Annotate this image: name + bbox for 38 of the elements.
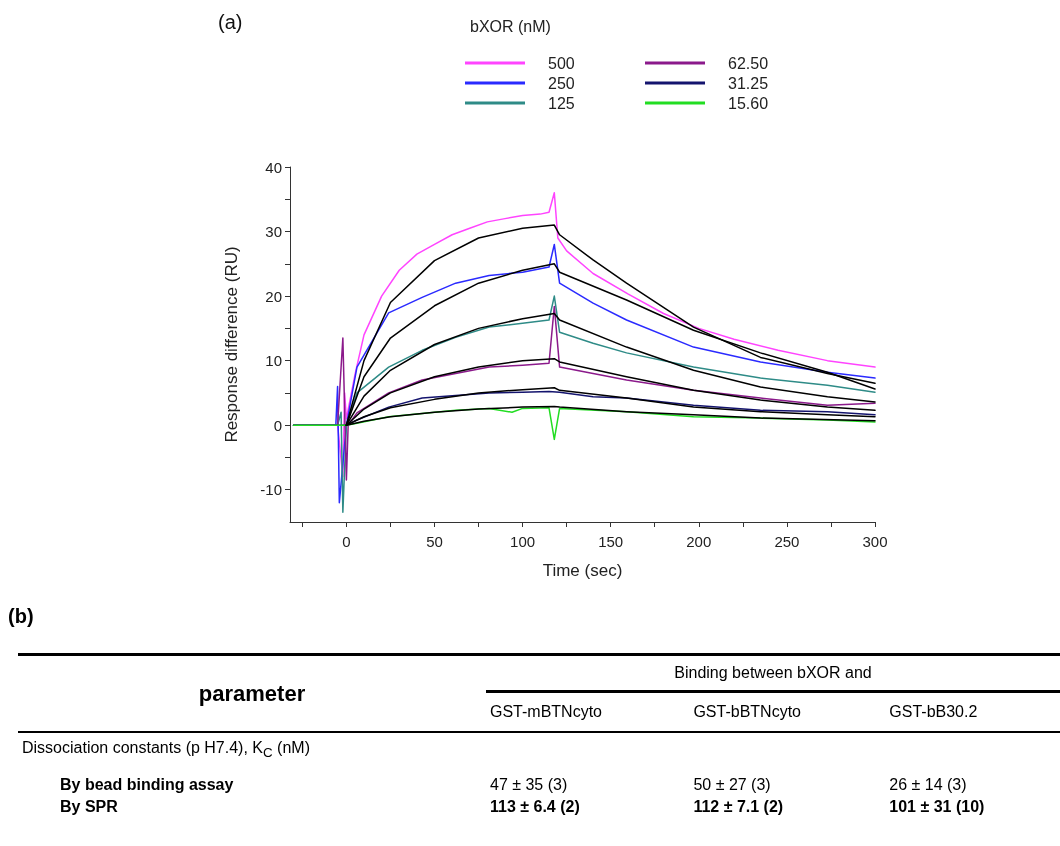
y-tick-label: 40 xyxy=(265,158,282,176)
x-tick-label: 250 xyxy=(774,533,800,550)
legend-label: 125 xyxy=(548,94,575,112)
text: By SPR xyxy=(59,797,119,818)
chart-title: (a) xyxy=(218,11,243,33)
legend-label: 500 xyxy=(548,54,575,72)
legend-title: bXOR (nM) xyxy=(470,17,551,35)
text: 50 ± 27 (3) xyxy=(692,775,772,796)
x-tick-label: 50 xyxy=(426,533,443,550)
x-tick-label: 150 xyxy=(598,533,624,550)
x-tick-label: 0 xyxy=(342,533,351,550)
text: 26 ± 14 (3) xyxy=(888,775,968,796)
y-tick-label: 30 xyxy=(265,223,282,241)
text: By bead binding assay xyxy=(59,775,235,796)
legend-label: 250 xyxy=(548,74,575,92)
y-tick-label: -10 xyxy=(260,481,282,499)
x-axis-title: Time (sec) xyxy=(542,561,623,580)
y-tick-label: 10 xyxy=(265,352,282,370)
y-axis-title: Response difference (RU) xyxy=(222,246,241,443)
y-tick-label: 0 xyxy=(273,416,282,434)
text: 101 ± 31 (10) xyxy=(888,797,986,818)
text: 47 ± 35 (3) xyxy=(489,775,569,796)
y-tick-label: 20 xyxy=(265,287,282,305)
text: Binding between bXOR and xyxy=(486,654,1060,692)
text: parameter xyxy=(18,654,486,732)
x-tick-label: 100 xyxy=(510,533,536,550)
legend-label: 31.25 xyxy=(728,74,769,92)
text: GST-bB30.2 xyxy=(885,691,1060,732)
legend-label: 15.60 xyxy=(728,94,769,112)
text: GST-bBTNcyto xyxy=(689,691,886,732)
legend-label: 62.50 xyxy=(728,54,769,72)
x-tick-label: 200 xyxy=(686,533,712,550)
text: (b) xyxy=(8,605,34,628)
text: 112 ± 7.1 (2) xyxy=(692,797,785,818)
text: GST-mBTNcyto xyxy=(486,691,690,732)
text: Dissociation constants (p H7.4), K$_{C}$ (nM) xyxy=(18,732,1060,775)
text: 113 ± 6.4 (2) xyxy=(489,797,581,818)
x-tick-label: 300 xyxy=(862,533,888,550)
